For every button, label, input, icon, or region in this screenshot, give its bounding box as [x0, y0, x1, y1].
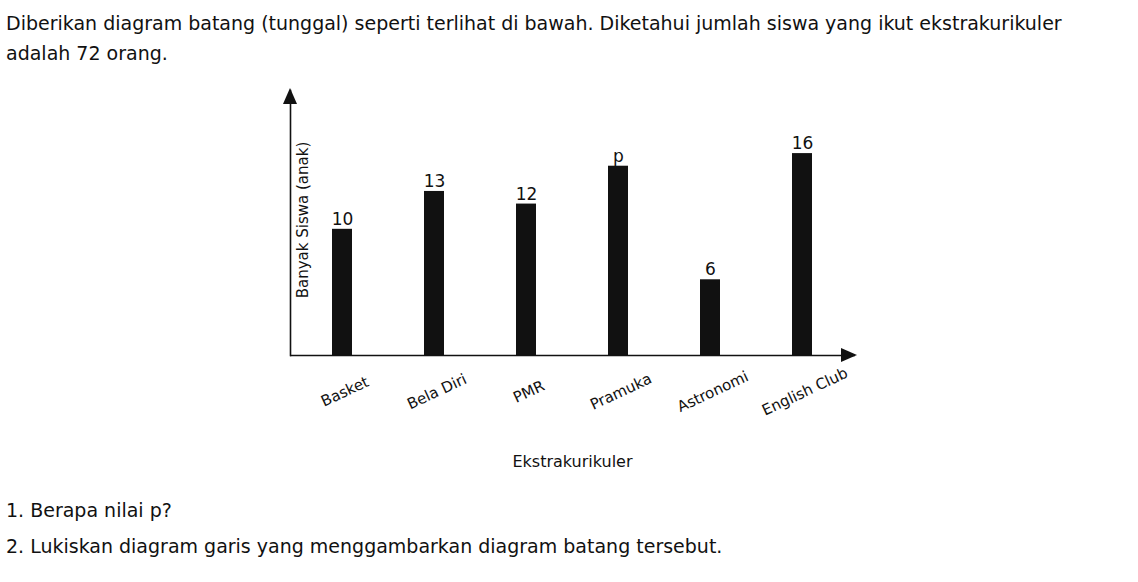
svg-text:16: 16	[792, 133, 814, 153]
svg-text:English Club: English Club	[759, 364, 851, 419]
svg-text:6: 6	[705, 259, 716, 279]
svg-text:Ekstrakurikuler: Ekstrakurikuler	[512, 452, 633, 471]
svg-text:12: 12	[516, 184, 538, 204]
html-text:2. Lukiskan diagram garis yang: 2. Lukiskan diagram garis yang menggamba…	[6, 535, 723, 557]
svg-text:p: p	[613, 146, 624, 166]
svg-text:PMR: PMR	[510, 377, 547, 407]
svg-text:13: 13	[424, 171, 446, 191]
html-text:1. Berapa nilai p?: 1. Berapa nilai p?	[6, 499, 172, 521]
svg-text:Astronomi: Astronomi	[674, 367, 751, 416]
svg-text:Pramuka: Pramuka	[587, 370, 654, 414]
svg-text:Bela Diri: Bela Diri	[404, 370, 469, 413]
html-text:Diberikan diagram batang (tung: Diberikan diagram batang (tunggal) seper…	[6, 12, 1062, 64]
svg-text:Banyak Siswa (anak): Banyak Siswa (anak)	[294, 142, 312, 299]
svg-text:Basket: Basket	[318, 373, 372, 411]
svg-text:10: 10	[332, 209, 354, 229]
